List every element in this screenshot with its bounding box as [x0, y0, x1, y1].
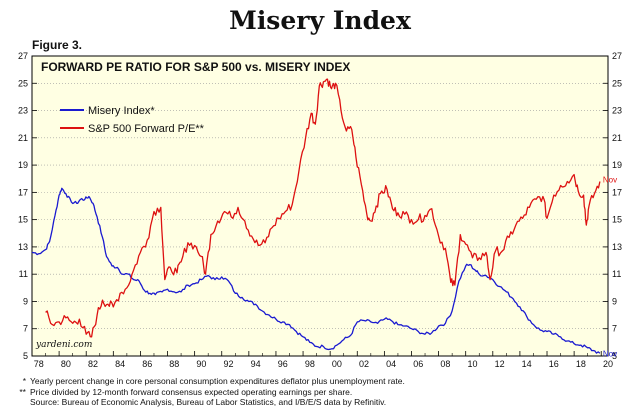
y-tick-label-left: 27 — [18, 51, 28, 61]
legend: Misery Index* S&P 500 Forward P/E** — [60, 105, 205, 135]
x-tick-label: 20 — [603, 359, 613, 369]
x-tick-label: 04 — [386, 359, 396, 369]
x-tick-label: 00 — [332, 359, 342, 369]
x-tick-label: 16 — [549, 359, 559, 369]
y-tick-label-left: 15 — [18, 215, 28, 225]
x-tick-label: 94 — [251, 359, 261, 369]
y-tick-label-left: 13 — [18, 242, 28, 252]
footnote-mark: * — [22, 376, 26, 386]
x-tick-label: 14 — [522, 359, 532, 369]
y-tick-label-right: 19 — [612, 160, 622, 170]
footnote-mark: ** — [19, 386, 26, 397]
x-tick-label: 12 — [495, 359, 505, 369]
x-tick-label: 96 — [278, 359, 288, 369]
axis-ticks: 5577991111131315151717191921212323252527… — [18, 51, 622, 369]
y-tick-label-right: 17 — [612, 187, 622, 197]
y-tick-label-right: 15 — [612, 215, 622, 225]
forward-pe-line — [45, 78, 601, 338]
y-tick-label-left: 11 — [19, 269, 28, 279]
x-tick-label: 84 — [115, 359, 125, 369]
y-tick-label-right: 27 — [612, 51, 622, 61]
legend-label-pe: S&P 500 Forward P/E** — [88, 123, 205, 135]
y-tick-label-left: 17 — [18, 187, 28, 197]
x-tick-label: 90 — [196, 359, 206, 369]
x-tick-label: 08 — [440, 359, 450, 369]
chart-title: FORWARD PE RATIO FOR S&P 500 vs. MISERY … — [41, 60, 350, 74]
pe-end-label: Nov — [603, 175, 617, 184]
legend-label-misery: Misery Index* — [88, 105, 155, 117]
y-tick-label-right: 7 — [612, 324, 617, 334]
footnotes: * Yearly percent change in core personal… — [10, 376, 635, 408]
misery-index-line — [31, 187, 601, 354]
footnote-text: Source: Bureau of Economic Analysis, Bur… — [30, 397, 387, 407]
y-tick-label-right: 21 — [612, 133, 622, 143]
x-tick-label: 82 — [88, 359, 98, 369]
x-tick-label: 80 — [61, 359, 71, 369]
x-tick-label: 18 — [576, 359, 586, 369]
y-tick-label-left: 19 — [18, 160, 28, 170]
footnote-text: Price divided by 12-month forward consen… — [30, 386, 353, 397]
page-title: Misery Index — [229, 6, 411, 35]
x-tick-label: 02 — [359, 359, 369, 369]
figure-label: Figure 3. — [32, 38, 83, 52]
x-tick-label: 98 — [305, 359, 315, 369]
y-tick-label-left: 5 — [23, 351, 28, 361]
y-tick-label-right: 13 — [612, 242, 622, 252]
footnote-row: Source: Bureau of Economic Analysis, Bur… — [10, 397, 635, 408]
y-tick-label-right: 23 — [612, 106, 622, 116]
x-tick-label: 92 — [224, 359, 234, 369]
x-tick-label: 86 — [142, 359, 152, 369]
footnote-text: Yearly percent change in core personal c… — [30, 376, 405, 386]
footnote-row: * Yearly percent change in core personal… — [10, 376, 635, 387]
y-tick-label-left: 21 — [18, 133, 28, 143]
y-tick-label-left: 25 — [18, 78, 28, 88]
watermark: yardeni.com — [35, 340, 92, 350]
x-tick-label: 78 — [34, 359, 44, 369]
series-lines — [31, 78, 601, 354]
x-tick-label: 88 — [169, 359, 179, 369]
y-tick-label-right: 11 — [612, 269, 621, 279]
y-tick-label-right: 25 — [612, 78, 622, 88]
footnote-row: ** Price divided by 12-month forward con… — [10, 387, 635, 398]
y-tick-label-left: 7 — [23, 324, 28, 334]
x-tick-label: 06 — [413, 359, 423, 369]
x-tick-label: 10 — [467, 359, 477, 369]
misery-end-label: Nov — [603, 349, 617, 358]
y-tick-label-left: 23 — [18, 106, 28, 116]
plot-area — [31, 55, 609, 357]
y-tick-label-left: 9 — [23, 296, 28, 306]
y-tick-label-right: 9 — [612, 296, 617, 306]
footnote-mark — [10, 397, 26, 408]
